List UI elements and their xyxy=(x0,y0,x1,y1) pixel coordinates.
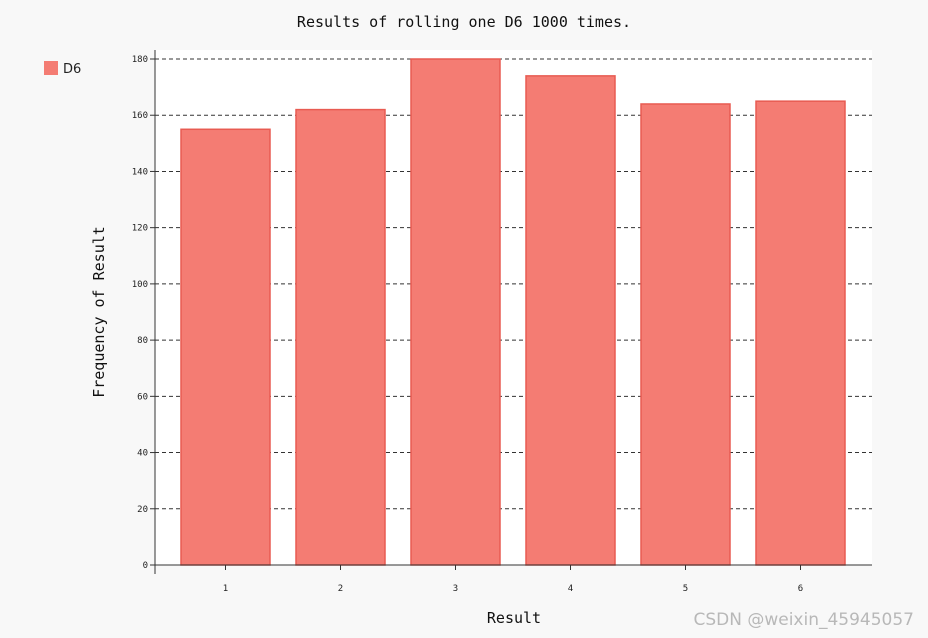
x-tick-label: 5 xyxy=(683,584,688,594)
bar-6[interactable] xyxy=(755,100,846,566)
x-tick-label: 2 xyxy=(338,584,343,594)
legend[interactable]: D6 xyxy=(44,61,81,77)
bar-4[interactable] xyxy=(525,75,616,566)
chart-title: Results of rolling one D6 1000 times. xyxy=(297,13,631,31)
y-tick-label: 140 xyxy=(132,167,148,177)
watermark: CSDN @weixin_45945057 xyxy=(693,610,914,630)
bar-1[interactable] xyxy=(180,128,271,566)
y-tick-label: 60 xyxy=(137,392,148,402)
y-tick-label: 40 xyxy=(137,449,148,459)
y-tick-label: 80 xyxy=(137,336,148,346)
plot-background xyxy=(155,50,872,565)
y-tick-label: 0 xyxy=(143,561,148,571)
legend-swatch xyxy=(44,61,58,75)
x-tick-label: 1 xyxy=(223,584,228,594)
y-tick-label: 120 xyxy=(132,224,148,234)
legend-label: D6 xyxy=(63,62,81,77)
x-tick-label: 4 xyxy=(568,584,573,594)
gridlines xyxy=(155,58,872,510)
x-tick-labels: 1 2 3 4 5 6 xyxy=(223,565,803,594)
x-tick-label: 3 xyxy=(453,584,458,594)
y-tick-labels: 0 20 40 60 80 100 120 140 160 180 xyxy=(132,55,155,571)
x-tick-label: 6 xyxy=(798,584,803,594)
bar-3[interactable] xyxy=(410,58,501,566)
y-tick-label: 180 xyxy=(132,55,148,65)
bars xyxy=(180,58,846,566)
bar-5[interactable] xyxy=(640,103,731,566)
bar-2[interactable] xyxy=(295,108,386,566)
y-tick-label: 20 xyxy=(137,505,148,515)
y-tick-label: 160 xyxy=(132,111,148,121)
y-axis-title: Frequency of Result xyxy=(90,226,108,398)
y-tick-label: 100 xyxy=(132,280,148,290)
x-axis-title: Result xyxy=(487,609,541,627)
